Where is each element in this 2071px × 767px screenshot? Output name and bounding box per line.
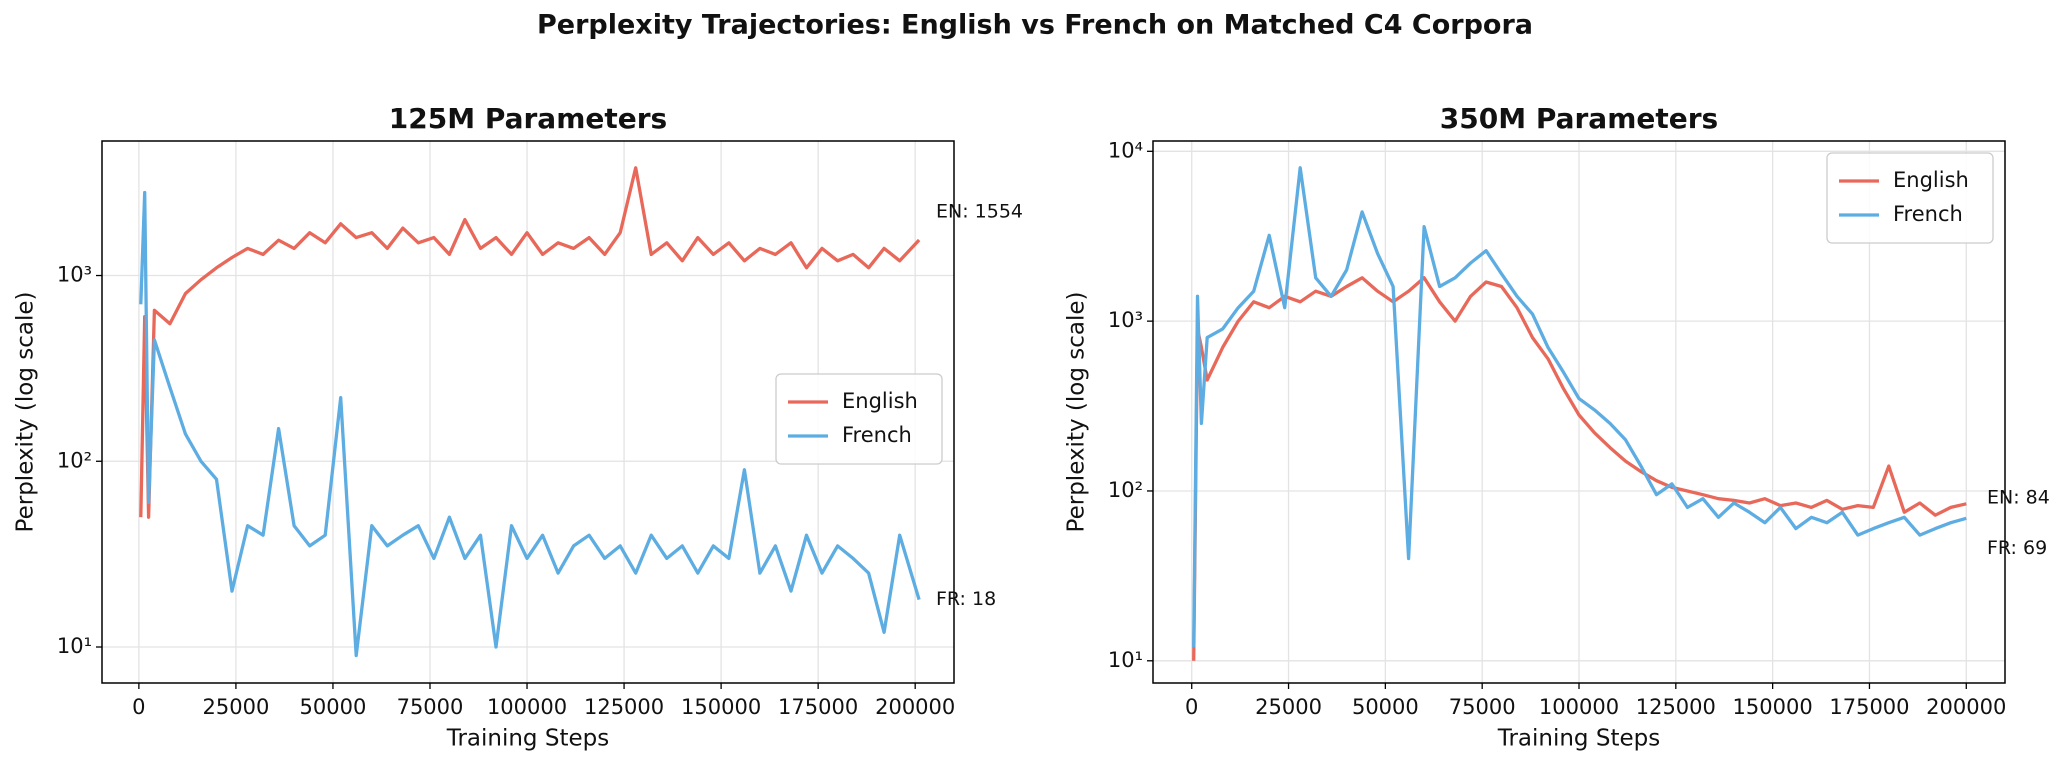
x-axis-label: Training Steps — [1497, 726, 1660, 752]
axes-frame — [101, 140, 955, 684]
legend-box — [1826, 152, 1994, 244]
x-tick-label: 25000 — [203, 695, 270, 719]
x-tick-label: 75000 — [1449, 695, 1516, 719]
x-tick-label: 100000 — [487, 695, 567, 719]
legend-label: English — [842, 389, 918, 413]
axes-frame — [1152, 140, 2006, 684]
y-tick-label: 10¹ — [57, 634, 92, 658]
data-line — [139, 166, 921, 519]
x-tick-label: 100000 — [1539, 695, 1619, 719]
legend-label: French — [842, 423, 912, 447]
annotation: EN: 1554 — [936, 200, 1023, 222]
x-tick-label: 175000 — [778, 695, 858, 719]
data-line — [1192, 166, 1967, 648]
x-tick-label: 200000 — [875, 695, 955, 719]
x-tick-label: 200000 — [1926, 695, 2006, 719]
y-tick-label: 10⁴ — [1108, 138, 1143, 162]
y-axis-label: Perplexity (log scale) — [1064, 292, 1090, 533]
data-line — [1192, 276, 1967, 661]
y-tick-label: 10³ — [1108, 308, 1143, 332]
y-axis-label: Perplexity (log scale) — [13, 292, 39, 533]
legend-box — [775, 373, 943, 465]
y-tick-label: 10¹ — [1108, 648, 1143, 672]
x-tick-label: 0 — [132, 695, 145, 719]
x-tick-label: 25000 — [1255, 695, 1322, 719]
legend: English French — [1826, 152, 1994, 244]
axes-title: 125M Parameters — [389, 102, 667, 135]
x-tick-label: 0 — [1185, 695, 1198, 719]
y-tick-label: 10³ — [57, 263, 92, 287]
legend-label: French — [1893, 202, 1963, 226]
annotation: FR: 18 — [936, 588, 996, 610]
axes-title: 350M Parameters — [1440, 102, 1718, 135]
legend: English French — [775, 373, 943, 465]
annotation: FR: 69 — [1987, 537, 2047, 559]
plot-area — [1192, 166, 1967, 661]
x-tick-label: 50000 — [1352, 695, 1419, 719]
x-axis-label: Training Steps — [446, 726, 609, 752]
y-tick-label: 10² — [57, 448, 92, 472]
x-tick-label: 125000 — [584, 695, 664, 719]
plot-area — [139, 166, 921, 658]
legend-label: English — [1893, 168, 1969, 192]
x-tick-label: 175000 — [1829, 695, 1909, 719]
figure-title: Perplexity Trajectories: English vs Fren… — [537, 10, 1533, 41]
x-tick-label: 75000 — [397, 695, 464, 719]
y-tick-label: 10² — [1108, 478, 1143, 502]
x-tick-label: 50000 — [300, 695, 367, 719]
x-tick-label: 125000 — [1636, 695, 1716, 719]
annotation: EN: 84 — [1987, 486, 2050, 508]
x-tick-label: 150000 — [681, 695, 761, 719]
x-tick-label: 150000 — [1733, 695, 1813, 719]
data-line — [139, 190, 921, 658]
